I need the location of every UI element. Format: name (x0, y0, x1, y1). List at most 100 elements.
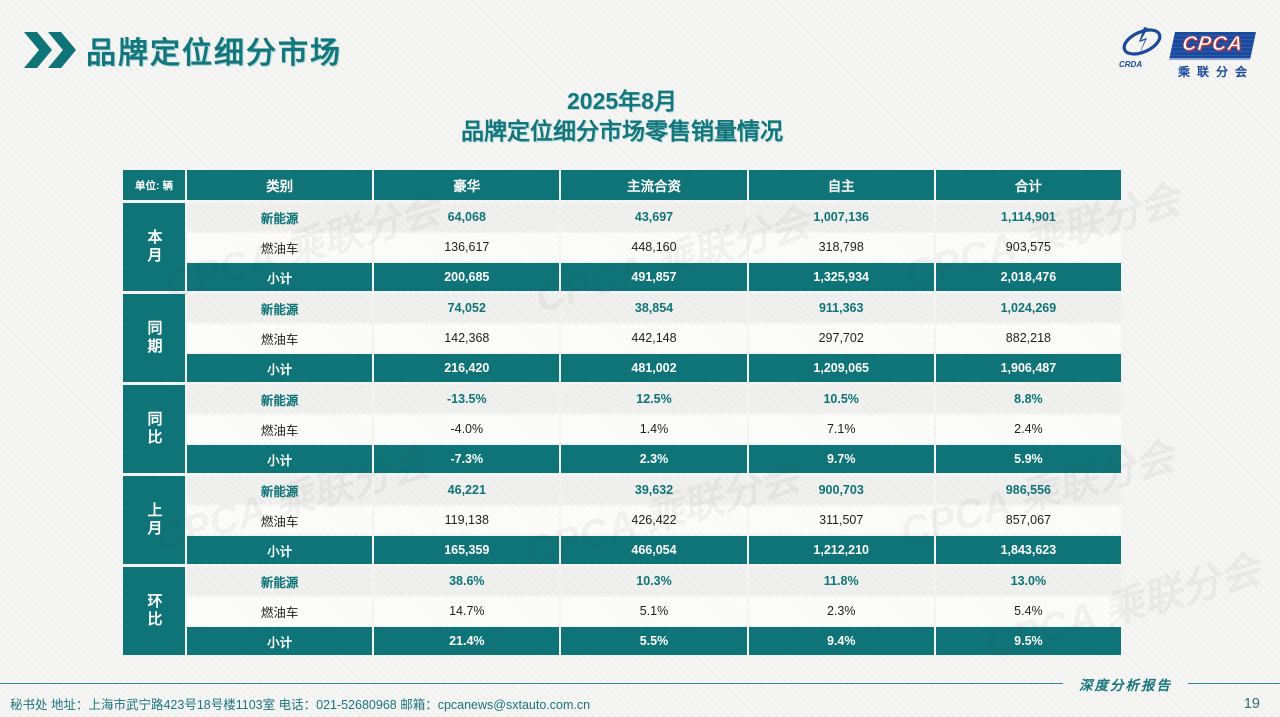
value-cell: 448,160 (561, 233, 747, 261)
double-chevron-icon (24, 32, 76, 68)
category-cell: 小计 (187, 354, 373, 382)
value-cell: 39,632 (561, 476, 747, 504)
table-header-row: 单位: 辆 类别 豪华 主流合资 自主 合计 (123, 170, 1121, 200)
value-cell: 426,422 (561, 506, 747, 534)
cpca-subtitle: 乘联分会 (1177, 65, 1254, 79)
value-cell: 2.3% (748, 597, 934, 625)
value-cell: 14.7% (374, 597, 560, 625)
row-group-label: 上月 (123, 476, 185, 564)
cpca-acronym-badge: CPCA (1169, 32, 1256, 60)
value-cell: 1,906,487 (935, 354, 1121, 382)
report-title-line1: 2025年8月 (567, 88, 677, 114)
value-cell: 5.1% (561, 597, 747, 625)
row-group-label: 同期 (123, 294, 185, 382)
value-cell: 43,697 (561, 203, 747, 231)
value-cell: 10.3% (561, 567, 747, 595)
value-cell: 1,843,623 (935, 536, 1121, 564)
report-title: 2025年8月 品牌定位细分市场零售销量情况 (123, 86, 1121, 146)
table-row-group: 上月 新能源 46,221 39,632 900,703 986,556 燃油车 119,13… (123, 476, 1121, 564)
value-cell: 1.4% (561, 415, 747, 443)
value-cell: 857,067 (935, 506, 1121, 534)
category-cell: 小计 (187, 263, 373, 291)
value-cell: 318,798 (748, 233, 934, 261)
value-cell: 10.5% (748, 385, 934, 413)
column-header: 类别 (187, 170, 373, 200)
value-cell: 1,212,210 (748, 536, 934, 564)
value-cell: 491,857 (561, 263, 747, 291)
value-cell: 9.5% (935, 627, 1121, 655)
value-cell: 900,703 (748, 476, 934, 504)
value-cell: 46,221 (374, 476, 560, 504)
table-row-group: 本月 新能源 64,068 43,697 1,007,136 1,114,901 燃油车 13… (123, 203, 1121, 291)
value-cell: 200,685 (374, 263, 560, 291)
value-cell: 2.3% (561, 445, 747, 473)
value-cell: 2,018,476 (935, 263, 1121, 291)
value-cell: 119,138 (374, 506, 560, 534)
value-cell: 1,325,934 (748, 263, 934, 291)
slide-footer: 深度分析报告 秘书处 地址：上海市武宁路423号18号楼1103室 电话：021… (0, 676, 1280, 713)
value-cell: 9.7% (748, 445, 934, 473)
category-cell: 燃油车 (187, 597, 373, 625)
value-cell: -13.5% (374, 385, 560, 413)
category-cell: 新能源 (187, 385, 373, 413)
value-cell: 986,556 (935, 476, 1121, 504)
value-cell: 38.6% (374, 567, 560, 595)
row-group-label: 环比 (123, 567, 185, 655)
category-cell: 燃油车 (187, 415, 373, 443)
unit-label: 单位: 辆 (123, 170, 185, 200)
value-cell: 911,363 (748, 294, 934, 322)
category-cell: 新能源 (187, 294, 373, 322)
value-cell: 5.5% (561, 627, 747, 655)
footer-info-row: 秘书处 地址：上海市武宁路423号18号楼1103室 电话：021-526809… (0, 691, 1280, 713)
column-header: 合计 (935, 170, 1121, 200)
value-cell: -4.0% (374, 415, 560, 443)
category-cell: 燃油车 (187, 324, 373, 352)
column-header: 自主 (748, 170, 934, 200)
table-row-group: 环比 新能源 38.6% 10.3% 11.8% 13.0% 燃油车 14.7% 5.1% 2.3… (123, 567, 1121, 655)
value-cell: 466,054 (561, 536, 747, 564)
value-cell: 12.5% (561, 385, 747, 413)
value-cell: 1,007,136 (748, 203, 934, 231)
value-cell: 1,209,065 (748, 354, 934, 382)
footer-rule: 深度分析报告 (0, 676, 1280, 694)
footer-rule-right (1188, 683, 1280, 684)
value-cell: 2.4% (935, 415, 1121, 443)
value-cell: 74,052 (374, 294, 560, 322)
value-cell: 1,024,269 (935, 294, 1121, 322)
category-cell: 小计 (187, 536, 373, 564)
value-cell: 136,617 (374, 233, 560, 261)
category-cell: 小计 (187, 627, 373, 655)
category-cell: 燃油车 (187, 506, 373, 534)
sales-table: 单位: 辆 类别 豪华 主流合资 自主 合计 本月 新能源 64,068 43,697 1,00… (123, 170, 1121, 655)
category-cell: 燃油车 (187, 233, 373, 261)
table-body: 本月 新能源 64,068 43,697 1,007,136 1,114,901 燃油车 13… (123, 203, 1121, 655)
value-cell: 5.9% (935, 445, 1121, 473)
cpca-acronym: CPCA (1181, 33, 1245, 56)
value-cell: 8.8% (935, 385, 1121, 413)
column-header: 主流合资 (561, 170, 747, 200)
value-cell: 216,420 (374, 354, 560, 382)
slide-header: 品牌定位细分市场 (24, 28, 342, 72)
value-cell: 903,575 (935, 233, 1121, 261)
category-cell: 新能源 (187, 476, 373, 504)
report-type-label: 深度分析报告 (1079, 677, 1172, 694)
cpca-emblem-icon: CRDA (1119, 27, 1162, 69)
value-cell: 442,148 (561, 324, 747, 352)
row-group-label: 同比 (123, 385, 185, 473)
category-cell: 小计 (187, 445, 373, 473)
value-cell: 481,002 (561, 354, 747, 382)
value-cell: 1,114,901 (935, 203, 1121, 231)
column-header: 豪华 (374, 170, 560, 200)
footer-rule-left (0, 683, 1063, 684)
value-cell: 7.1% (748, 415, 934, 443)
value-cell: 142,368 (374, 324, 560, 352)
value-cell: 11.8% (748, 567, 934, 595)
category-cell: 新能源 (187, 567, 373, 595)
value-cell: 9.4% (748, 627, 934, 655)
value-cell: 297,702 (748, 324, 934, 352)
value-cell: 38,854 (561, 294, 747, 322)
value-cell: -7.3% (374, 445, 560, 473)
value-cell: 13.0% (935, 567, 1121, 595)
report-title-line2: 品牌定位细分市场零售销量情况 (461, 118, 783, 144)
secretariat-contact: 秘书处 地址：上海市武宁路423号18号楼1103室 电话：021-526809… (10, 698, 591, 712)
